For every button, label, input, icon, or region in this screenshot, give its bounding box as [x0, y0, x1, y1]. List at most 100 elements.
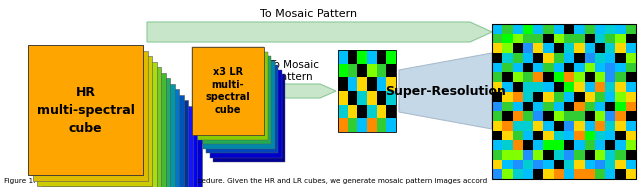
Bar: [543, 82, 554, 92]
Bar: [564, 34, 574, 43]
Bar: [543, 53, 554, 63]
Bar: [513, 121, 523, 131]
Bar: [195, 51, 268, 140]
Bar: [626, 63, 636, 72]
Bar: [492, 34, 502, 43]
Bar: [513, 63, 523, 72]
Bar: [595, 43, 605, 53]
Bar: [523, 82, 533, 92]
Bar: [33, 50, 147, 180]
Bar: [523, 160, 533, 169]
Bar: [595, 102, 605, 111]
Bar: [523, 150, 533, 160]
Bar: [387, 64, 396, 77]
Bar: [523, 102, 533, 111]
Bar: [554, 92, 564, 102]
Bar: [595, 82, 605, 92]
Bar: [554, 169, 564, 179]
Bar: [192, 47, 264, 135]
Bar: [492, 43, 502, 53]
Bar: [513, 169, 523, 179]
Bar: [51, 73, 166, 187]
Bar: [513, 43, 523, 53]
Bar: [533, 111, 543, 121]
Bar: [46, 67, 161, 187]
Bar: [367, 91, 377, 105]
Bar: [543, 63, 554, 72]
Bar: [502, 24, 513, 34]
Bar: [605, 140, 616, 150]
Bar: [605, 150, 616, 160]
Bar: [513, 150, 523, 160]
Bar: [605, 63, 616, 72]
Bar: [523, 72, 533, 82]
Bar: [626, 169, 636, 179]
Bar: [574, 169, 584, 179]
Bar: [202, 61, 275, 148]
Bar: [564, 131, 574, 140]
Bar: [574, 140, 584, 150]
Bar: [492, 53, 502, 63]
Bar: [595, 53, 605, 63]
Bar: [543, 111, 554, 121]
Bar: [574, 92, 584, 102]
Bar: [533, 169, 543, 179]
Bar: [595, 63, 605, 72]
Bar: [626, 160, 636, 169]
Bar: [554, 34, 564, 43]
Bar: [377, 118, 387, 132]
Bar: [554, 121, 564, 131]
Bar: [502, 169, 513, 179]
Bar: [502, 43, 513, 53]
Bar: [605, 102, 616, 111]
Bar: [574, 131, 584, 140]
Bar: [595, 121, 605, 131]
Bar: [626, 131, 636, 140]
Bar: [595, 111, 605, 121]
Bar: [584, 111, 595, 121]
Bar: [626, 43, 636, 53]
Bar: [584, 160, 595, 169]
Bar: [574, 150, 584, 160]
Bar: [492, 150, 502, 160]
Bar: [492, 102, 502, 111]
Bar: [502, 53, 513, 63]
Bar: [492, 24, 636, 179]
Bar: [605, 43, 616, 53]
Bar: [377, 77, 387, 91]
Bar: [605, 72, 616, 82]
Bar: [584, 82, 595, 92]
Bar: [554, 131, 564, 140]
Bar: [564, 63, 574, 72]
Bar: [584, 102, 595, 111]
Bar: [338, 91, 348, 105]
Bar: [616, 160, 626, 169]
Bar: [513, 92, 523, 102]
Bar: [533, 160, 543, 169]
Bar: [533, 24, 543, 34]
Bar: [533, 82, 543, 92]
Bar: [584, 92, 595, 102]
Bar: [502, 82, 513, 92]
Bar: [595, 150, 605, 160]
Bar: [595, 169, 605, 179]
Bar: [73, 100, 188, 187]
Bar: [523, 140, 533, 150]
Bar: [543, 102, 554, 111]
Bar: [348, 50, 357, 64]
Bar: [502, 150, 513, 160]
Bar: [533, 43, 543, 53]
Bar: [492, 160, 502, 169]
Bar: [564, 169, 574, 179]
Bar: [492, 72, 502, 82]
Bar: [533, 131, 543, 140]
Bar: [554, 150, 564, 160]
Bar: [616, 169, 626, 179]
Bar: [595, 160, 605, 169]
Bar: [367, 50, 377, 64]
Bar: [554, 160, 564, 169]
Bar: [564, 92, 574, 102]
Bar: [523, 131, 533, 140]
Bar: [574, 43, 584, 53]
Bar: [616, 131, 626, 140]
